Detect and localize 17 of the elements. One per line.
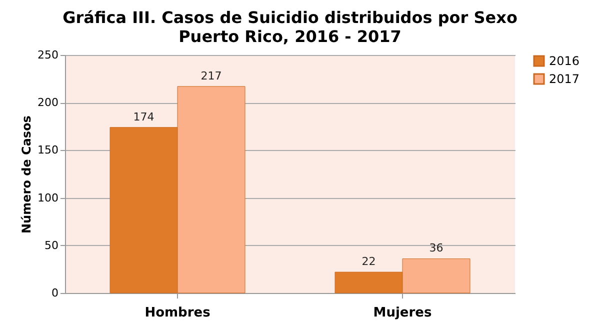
y-tick-label: 100 [38, 191, 58, 204]
y-axis-title: Número de Casos [20, 116, 34, 234]
x-tick-label: Hombres [144, 306, 211, 320]
x-tick-label: Mujeres [373, 306, 432, 320]
y-tick-label: 0 [52, 286, 58, 300]
data-label: 217 [200, 69, 222, 82]
y-tick-label: 150 [38, 144, 58, 157]
legend-label: 2017 [549, 72, 580, 86]
y-tick-label: 250 [38, 48, 58, 62]
legend-label: 2016 [549, 54, 580, 68]
data-label: 36 [429, 242, 444, 255]
y-tick-label: 50 [44, 238, 58, 252]
chart-subtitle: Puerto Rico, 2016 - 2017 [178, 27, 402, 46]
chart-title: Gráfica III. Casos de Suicidio distribuidos por Sexo [62, 8, 518, 27]
y-tick-label: 200 [38, 96, 58, 110]
data-label: 174 [133, 110, 154, 124]
data-label: 22 [362, 255, 376, 268]
